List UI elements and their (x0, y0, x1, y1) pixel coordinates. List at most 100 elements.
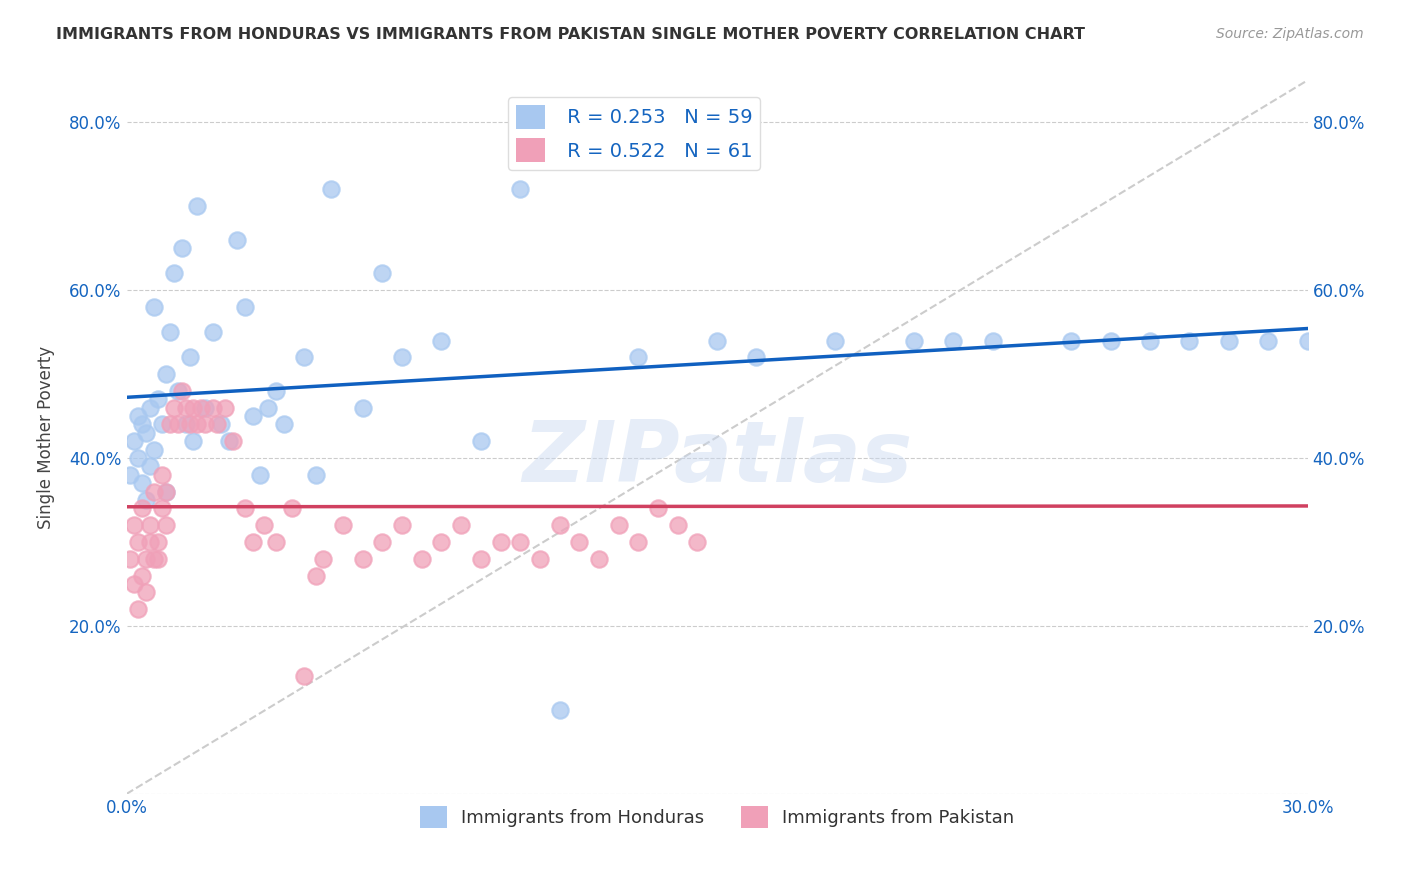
Point (159, 417, 181, 432)
Point (139, 401, 162, 415)
Point (1257, 334, 1279, 348)
Point (214, 401, 236, 415)
Point (159, 325, 181, 339)
Point (174, 401, 197, 415)
Point (942, 334, 965, 348)
Point (627, 535, 650, 549)
Point (273, 417, 295, 432)
Point (179, 417, 201, 432)
Point (304, 568, 326, 582)
Point (202, 325, 225, 339)
Point (139, 535, 162, 549)
Text: ZIPatlas: ZIPatlas (522, 417, 912, 500)
Point (163, 401, 186, 415)
Point (242, 409, 264, 423)
Point (190, 401, 212, 415)
Point (186, 417, 208, 432)
Point (292, 669, 315, 683)
Text: Source: ZipAtlas.com: Source: ZipAtlas.com (1216, 27, 1364, 41)
Point (281, 501, 304, 516)
Point (824, 334, 846, 348)
Point (139, 518, 162, 533)
Point (166, 417, 188, 432)
Point (131, 417, 153, 432)
Point (321, 182, 343, 196)
Point (489, 535, 512, 549)
Point (253, 518, 276, 533)
Point (170, 384, 193, 398)
Point (139, 459, 162, 474)
Point (163, 266, 186, 280)
Point (411, 551, 433, 566)
Point (124, 577, 146, 591)
Point (981, 334, 1004, 348)
Point (120, 467, 142, 482)
Point (124, 518, 146, 533)
Point (304, 467, 326, 482)
Point (745, 351, 768, 365)
Point (174, 417, 197, 432)
Point (233, 501, 256, 516)
Point (135, 425, 157, 440)
Point (509, 182, 531, 196)
Text: IMMIGRANTS FROM HONDURAS VS IMMIGRANTS FROM PAKISTAN SINGLE MOTHER POVERTY CORRE: IMMIGRANTS FROM HONDURAS VS IMMIGRANTS F… (56, 27, 1085, 42)
Point (143, 551, 166, 566)
Point (242, 535, 264, 549)
Point (470, 434, 492, 449)
Point (146, 392, 169, 407)
Point (127, 535, 149, 549)
Point (257, 401, 280, 415)
Point (470, 551, 492, 566)
Point (249, 467, 271, 482)
Point (588, 551, 610, 566)
Point (150, 417, 173, 432)
Point (222, 434, 245, 449)
Point (194, 417, 217, 432)
Point (155, 518, 177, 533)
Point (1139, 334, 1161, 348)
Point (166, 384, 188, 398)
Point (666, 518, 689, 533)
Point (509, 535, 531, 549)
Point (155, 367, 177, 381)
Point (529, 551, 551, 566)
Point (548, 703, 571, 717)
Point (143, 484, 166, 499)
Point (1099, 334, 1122, 348)
Point (903, 334, 925, 348)
Point (1178, 334, 1201, 348)
Point (143, 300, 166, 314)
Point (371, 535, 394, 549)
Point (131, 568, 153, 582)
Point (209, 417, 232, 432)
Point (352, 401, 374, 415)
Point (391, 351, 413, 365)
Point (218, 434, 240, 449)
Point (179, 351, 201, 365)
Point (430, 535, 453, 549)
Point (706, 115, 728, 129)
Point (131, 501, 153, 516)
Point (292, 351, 315, 365)
Point (391, 518, 413, 533)
Point (233, 300, 256, 314)
Point (155, 484, 177, 499)
Point (686, 535, 709, 549)
Point (627, 351, 650, 365)
Point (183, 434, 205, 449)
Y-axis label: Single Mother Poverty: Single Mother Poverty (38, 345, 55, 529)
Point (430, 334, 453, 348)
Point (194, 401, 217, 415)
Point (371, 266, 394, 280)
Point (135, 551, 157, 566)
Point (150, 467, 173, 482)
Point (450, 518, 472, 533)
Point (135, 585, 157, 599)
Point (607, 518, 630, 533)
Point (155, 484, 177, 499)
Point (352, 551, 374, 566)
Point (120, 551, 142, 566)
Point (146, 535, 169, 549)
Point (205, 417, 228, 432)
Legend: Immigrants from Honduras, Immigrants from Pakistan: Immigrants from Honduras, Immigrants fro… (412, 798, 1022, 835)
